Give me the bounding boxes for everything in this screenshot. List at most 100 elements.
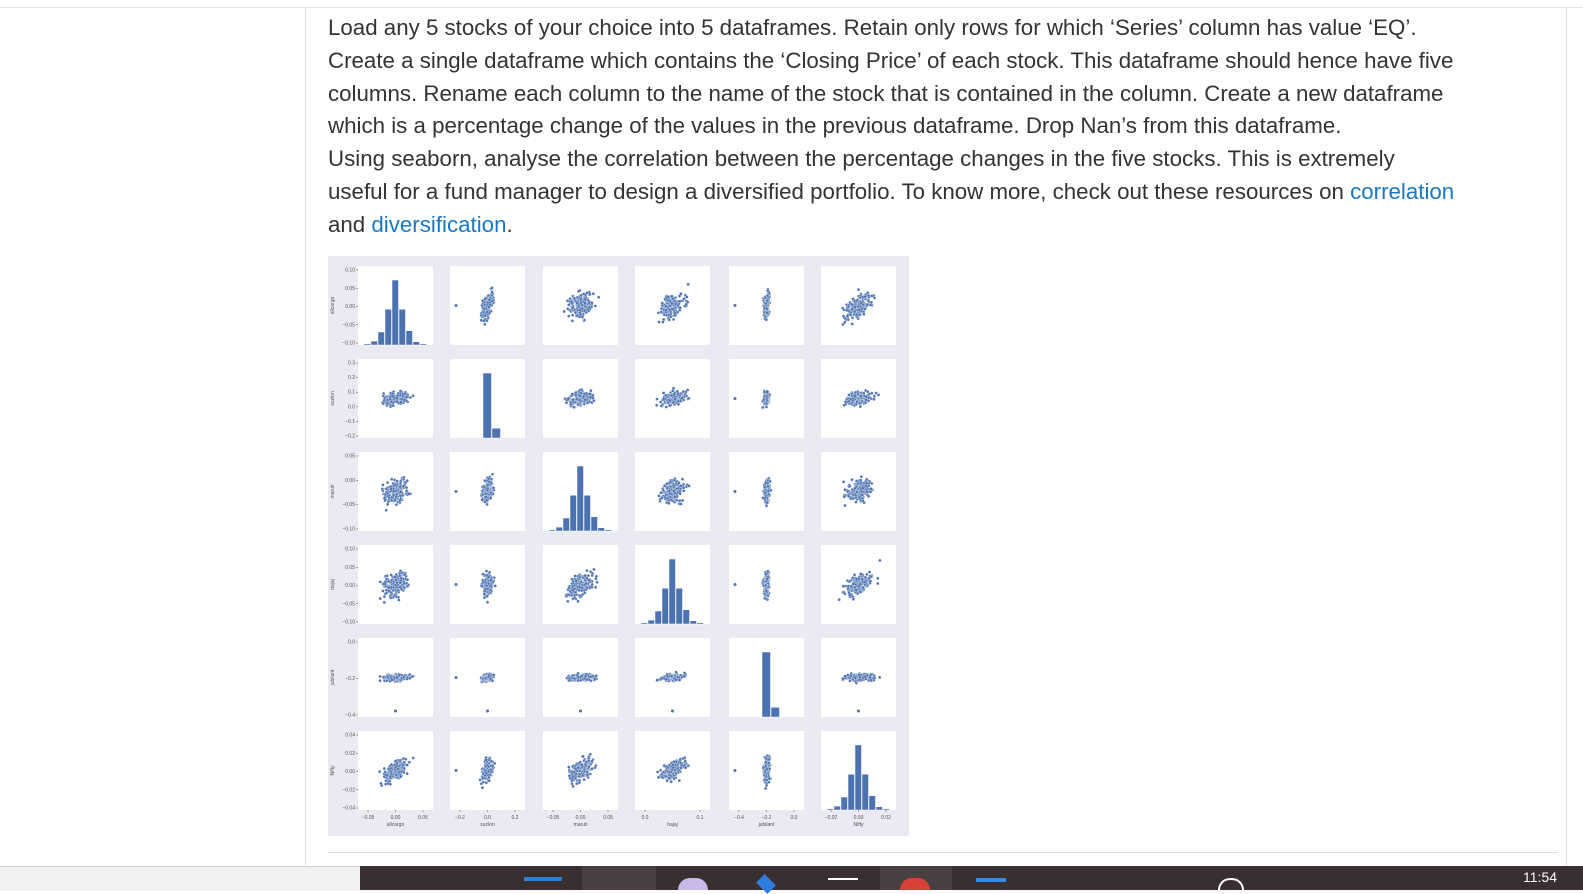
scatter-point xyxy=(583,674,588,678)
scatter-point xyxy=(765,577,769,581)
scatter-point xyxy=(863,675,868,679)
scatter-point xyxy=(856,304,860,309)
scatter-point xyxy=(682,489,686,493)
scatter-point xyxy=(841,480,846,484)
scatter-point xyxy=(402,585,407,590)
scatter-point xyxy=(865,477,869,482)
scatter-point xyxy=(843,400,848,404)
scatter-point xyxy=(765,298,769,303)
scatter-point xyxy=(572,583,577,588)
histogram-bar xyxy=(405,330,413,346)
scatter-point xyxy=(399,400,403,404)
scatter-point xyxy=(485,310,489,314)
scatter-point xyxy=(878,675,882,680)
scatter-point xyxy=(683,759,687,763)
scatter-point xyxy=(678,499,682,503)
scatter-point xyxy=(588,392,592,396)
scatter-point xyxy=(388,769,392,773)
scatter-point xyxy=(672,392,676,396)
scatter-point xyxy=(581,754,585,759)
scatter-point xyxy=(403,392,407,396)
scatter-point xyxy=(872,397,876,401)
scatter-point xyxy=(676,391,680,396)
scatter-point xyxy=(577,593,582,598)
scatter-point xyxy=(384,508,388,512)
scatter-point xyxy=(865,583,870,588)
scatter-point xyxy=(865,303,870,307)
scatter-point xyxy=(866,494,871,498)
scatter-point xyxy=(665,486,669,490)
scatter-point xyxy=(390,391,395,396)
scatter-point xyxy=(580,315,585,319)
scatter-point xyxy=(679,502,683,506)
paragraph-line: useful for a fund manager to design a di… xyxy=(328,176,1558,209)
histogram-bar xyxy=(555,526,563,532)
scatter-point xyxy=(679,292,683,296)
pairplot-chart: 0.100.050.00−0.05−0.10allcargo0.30.20.10… xyxy=(330,266,896,828)
scatter-point xyxy=(581,773,585,778)
scatter-point xyxy=(380,487,384,491)
scatter-point xyxy=(733,490,737,493)
scatter-point xyxy=(676,399,681,403)
scatter-point xyxy=(384,591,389,595)
scatter-point xyxy=(590,400,594,405)
scatter-point xyxy=(765,390,769,394)
scatter-point xyxy=(658,400,663,404)
scatter-point xyxy=(678,306,682,310)
scatter-point xyxy=(402,766,406,770)
scatter-point xyxy=(389,762,393,767)
scatter-point xyxy=(763,295,768,300)
scatter-point xyxy=(676,303,680,307)
histogram-bar xyxy=(770,707,780,718)
scatter-point xyxy=(382,600,386,605)
scatter-point xyxy=(589,675,593,679)
scatter-point xyxy=(570,319,575,323)
scatter-point xyxy=(387,586,391,590)
scatter-point xyxy=(578,394,582,398)
scatter-point xyxy=(393,483,397,487)
scatter-point xyxy=(483,297,487,301)
scatter-point xyxy=(404,395,409,399)
scatter-point xyxy=(857,308,861,312)
histogram-bar xyxy=(363,343,371,346)
scatter-point xyxy=(863,307,867,311)
scatter-point xyxy=(663,393,668,398)
scatter-point xyxy=(483,322,487,326)
scatter-point xyxy=(383,770,387,774)
scatter-point xyxy=(862,580,867,584)
scatter-point xyxy=(765,307,769,311)
scatter-point xyxy=(383,496,387,500)
scatter-point xyxy=(672,478,677,482)
histogram-bar xyxy=(682,609,690,625)
scatter-point xyxy=(487,581,491,586)
paragraph-line: Create a single dataframe which contains… xyxy=(328,47,1454,73)
histogram-bar xyxy=(576,465,584,532)
scatter-point xyxy=(857,496,862,500)
scatter-point xyxy=(850,322,854,326)
scatter-point xyxy=(493,761,497,766)
scatter-point xyxy=(481,572,485,576)
scatter-point xyxy=(398,759,402,764)
scatter-point xyxy=(763,485,767,490)
scatter-point xyxy=(378,596,382,601)
scatter-point xyxy=(585,568,589,573)
scatter-point xyxy=(377,769,382,774)
scatter-point xyxy=(385,674,390,679)
scatter-point xyxy=(655,397,659,401)
scatter-point xyxy=(853,394,857,399)
scatter-point xyxy=(592,567,596,572)
scatter-point xyxy=(397,673,402,677)
scatter-point xyxy=(567,774,572,778)
scatter-point xyxy=(385,773,389,777)
scatter-point xyxy=(487,775,491,780)
scatter-point xyxy=(480,786,485,790)
histogram-bar xyxy=(675,588,683,625)
correlation-link[interactable]: correlation xyxy=(1350,178,1455,204)
scatter-point xyxy=(866,291,870,295)
scatter-point xyxy=(405,763,409,767)
diversification-link[interactable]: diversification xyxy=(371,211,507,237)
scatter-point xyxy=(766,289,770,293)
scatter-point xyxy=(399,775,403,779)
scatter-point xyxy=(575,301,579,305)
scatter-point xyxy=(401,484,406,488)
